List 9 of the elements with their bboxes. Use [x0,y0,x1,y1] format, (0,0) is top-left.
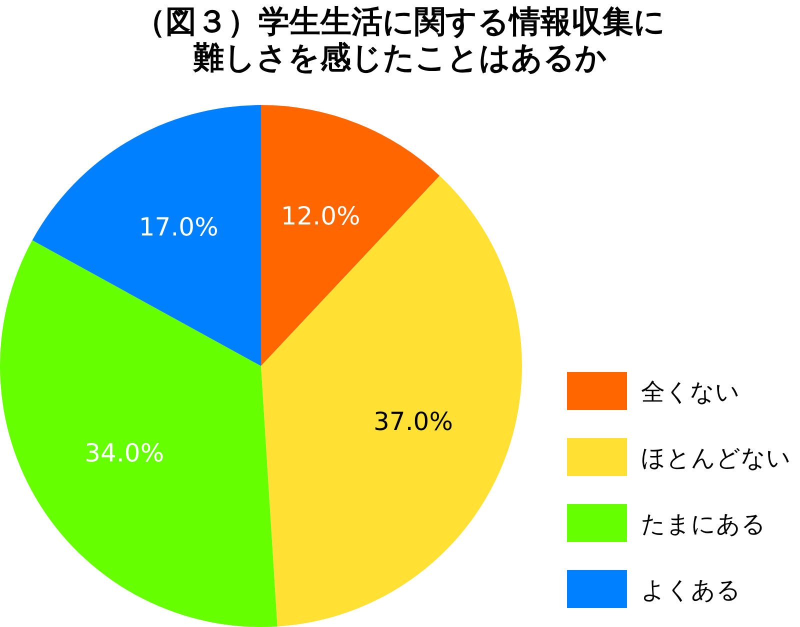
legend-label: よくある [641,576,741,604]
chart-title: （図３）学生生活に関する情報収集に難しさを感じたことはあるか [133,4,666,76]
legend-label: ほとんどない [641,444,791,472]
data-label: 37.0% [374,406,453,436]
data-label: 12.0% [280,202,360,231]
data-label: 17.0% [138,212,218,242]
data-label: 34.0% [84,438,164,468]
legend-label: たまにある [641,510,766,538]
legend-label: 全くない [641,378,740,406]
